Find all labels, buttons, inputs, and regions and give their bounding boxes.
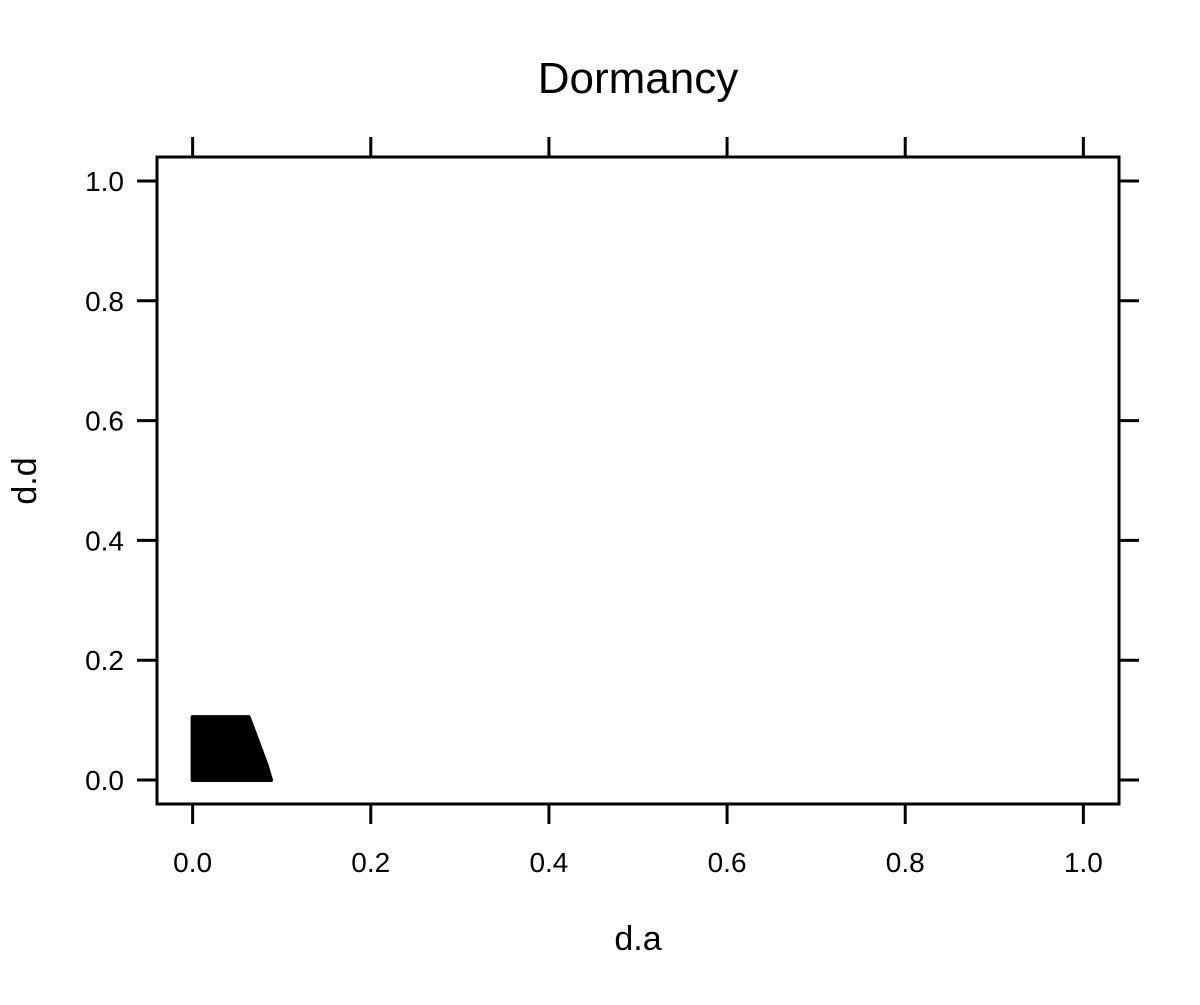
data-region — [190, 715, 273, 782]
x-tick-label: 0.8 — [886, 847, 925, 878]
y-tick-label: 0.8 — [85, 286, 124, 317]
y-axis-tick-labels: 0.0 0.2 0.4 0.6 0.8 1.0 — [85, 166, 124, 796]
chart-title: Dormancy — [538, 54, 739, 103]
x-tick-label: 0.0 — [173, 847, 212, 878]
y-tick-label: 1.0 — [85, 166, 124, 197]
y-tick-label: 0.6 — [85, 406, 124, 437]
x-axis-title: d.a — [614, 920, 661, 958]
y-axis-left-ticks — [137, 179, 157, 782]
x-tick-label: 0.4 — [529, 847, 568, 878]
x-axis-bottom-ticks — [191, 804, 1085, 824]
x-tick-label: 0.2 — [351, 847, 390, 878]
y-tick-label: 0.0 — [85, 765, 124, 796]
x-tick-label: 0.6 — [708, 847, 747, 878]
y-axis-title: d.d — [6, 457, 44, 504]
x-axis-tick-labels: 0.0 0.2 0.4 0.6 0.8 1.0 — [173, 847, 1103, 878]
y-tick-label: 0.4 — [85, 525, 124, 556]
y-axis-right-ticks — [1119, 179, 1139, 782]
y-tick-label: 0.2 — [85, 645, 124, 676]
plot-frame — [155, 155, 1121, 806]
x-axis-top-ticks — [191, 137, 1085, 157]
x-tick-label: 1.0 — [1064, 847, 1103, 878]
data-layer — [190, 715, 273, 782]
